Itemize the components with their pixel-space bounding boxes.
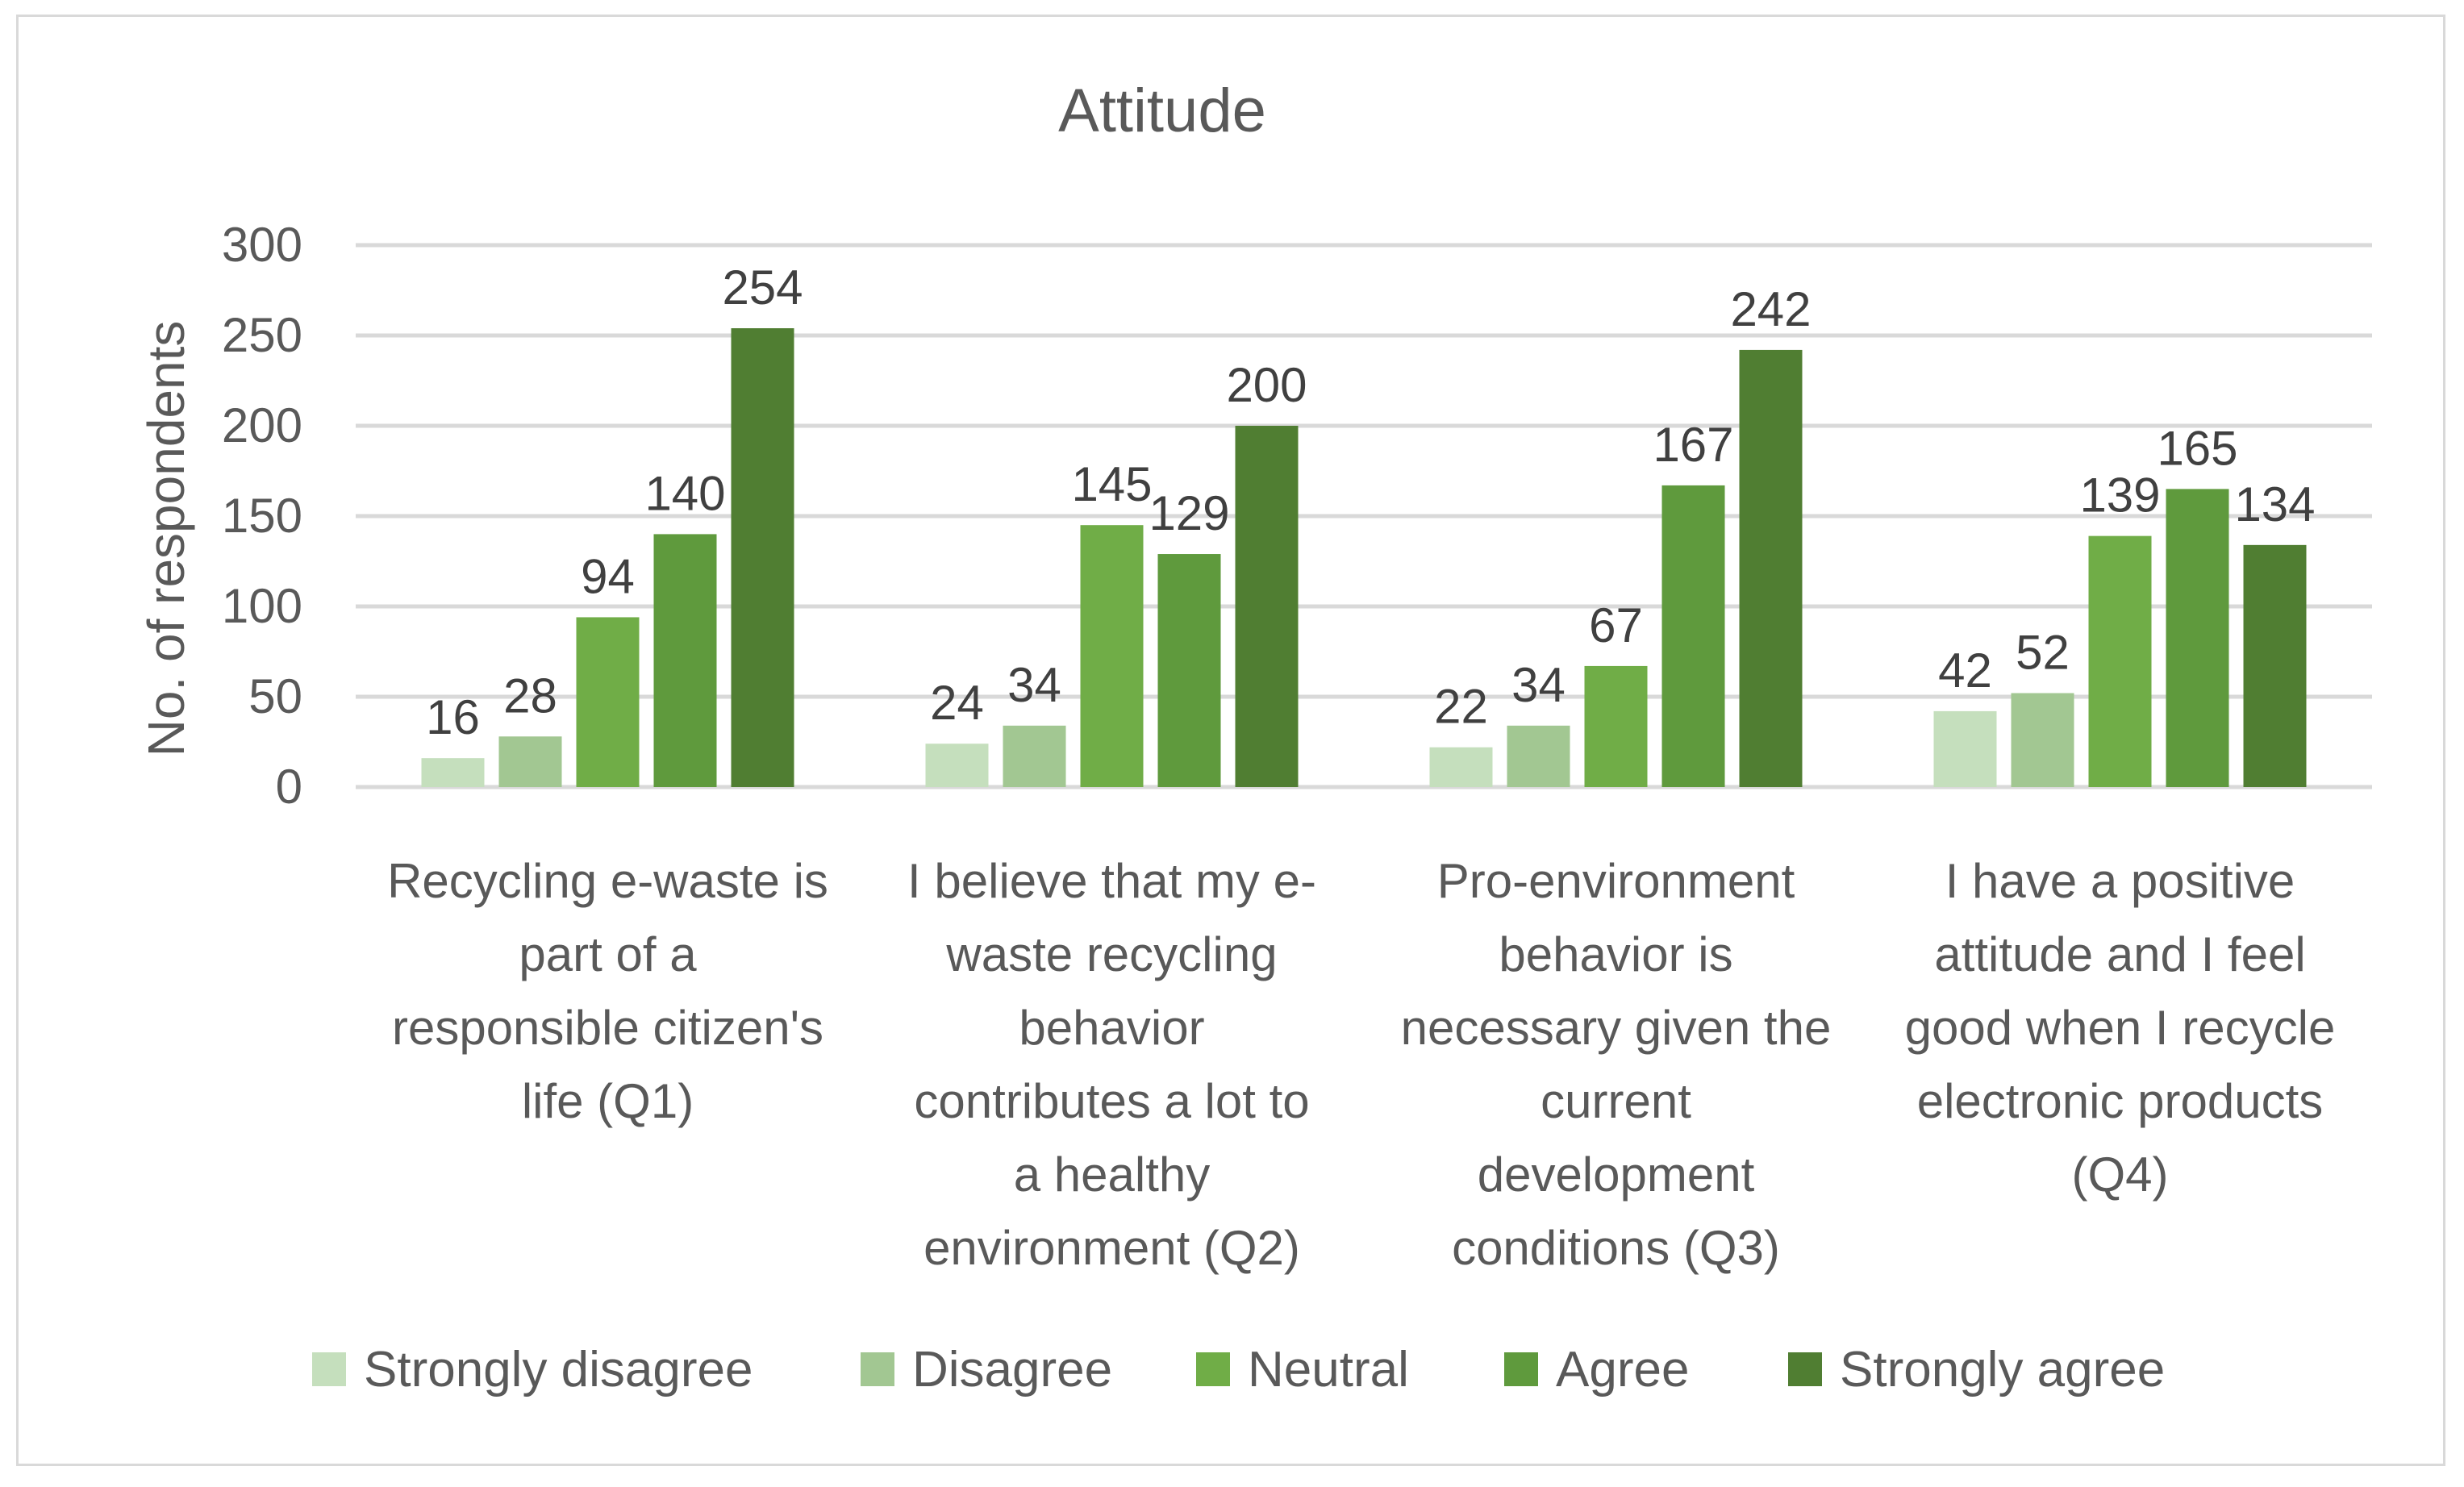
y-tick-label: 50 bbox=[248, 669, 302, 723]
data-label: 140 bbox=[644, 466, 725, 520]
legend-swatch bbox=[1504, 1352, 1538, 1386]
y-tick-label: 0 bbox=[276, 760, 302, 814]
data-labels: 16 24 22 42 28 34 34 52 94 145 67 139 140 129 167 165 25… bbox=[426, 260, 2315, 744]
category-label: I have a positive attitude and I feel good… bbox=[1905, 854, 2336, 1202]
legend-swatch bbox=[861, 1352, 894, 1386]
bar bbox=[731, 328, 794, 787]
bar bbox=[925, 744, 989, 787]
chart-frame: Attitude 0 50 100 150 200 250 300 No. of respo… bbox=[16, 15, 2445, 1466]
legend-label: Neutral bbox=[1248, 1342, 1409, 1397]
data-label: 200 bbox=[1226, 358, 1307, 412]
bar bbox=[1235, 426, 1299, 787]
category-label: I believe that my e-waste recycling behav… bbox=[907, 854, 1316, 1275]
category-labels: Recycling e-waste is part of a responsible… bbox=[387, 854, 2335, 1275]
y-tick-label: 150 bbox=[222, 489, 302, 543]
data-label: 16 bbox=[426, 690, 480, 744]
legend-swatch bbox=[312, 1352, 346, 1386]
y-tick-label: 250 bbox=[222, 308, 302, 362]
data-label: 254 bbox=[722, 260, 803, 314]
data-label: 52 bbox=[2016, 626, 2070, 680]
category-label: Recycling e-waste is part of a responsible… bbox=[387, 854, 828, 1128]
bar bbox=[2243, 544, 2307, 787]
legend-label: Strongly disagree bbox=[364, 1342, 753, 1397]
data-label: 145 bbox=[1071, 457, 1152, 511]
data-label: 167 bbox=[1653, 418, 1733, 472]
bar bbox=[1739, 349, 1803, 787]
legend-label: Strongly agree bbox=[1840, 1342, 2165, 1397]
legend-label: Disagree bbox=[912, 1342, 1112, 1397]
y-tick-label: 100 bbox=[222, 579, 302, 633]
data-label: 67 bbox=[1589, 598, 1643, 652]
bar bbox=[1661, 485, 1725, 787]
data-label: 94 bbox=[581, 549, 635, 603]
bar bbox=[653, 534, 717, 787]
bar bbox=[1933, 710, 1997, 787]
bar bbox=[1584, 665, 1648, 787]
bar bbox=[2011, 693, 2074, 787]
data-label: 165 bbox=[2157, 421, 2237, 475]
data-label: 42 bbox=[1938, 644, 1992, 698]
data-label: 24 bbox=[930, 676, 984, 730]
bar bbox=[1003, 725, 1066, 787]
y-tick-label: 200 bbox=[222, 398, 302, 452]
category-label: Pro-environment behavior is necessary give… bbox=[1401, 854, 1832, 1275]
data-label: 34 bbox=[1007, 658, 1061, 712]
legend-label: Agree bbox=[1556, 1342, 1689, 1397]
legend-swatch bbox=[1788, 1352, 1822, 1386]
bar bbox=[1429, 747, 1493, 787]
y-axis-ticks: 0 50 100 150 200 250 300 bbox=[222, 218, 302, 814]
bar bbox=[1080, 525, 1144, 787]
legend: Strongly disagree Disagree Neutral Agree Str… bbox=[312, 1342, 2165, 1397]
bar bbox=[2088, 535, 2152, 787]
bars bbox=[421, 328, 2307, 787]
bar bbox=[421, 758, 485, 787]
data-label: 28 bbox=[503, 669, 557, 723]
bar bbox=[576, 617, 640, 787]
chart-title: Attitude bbox=[1058, 77, 1266, 145]
chart-svg: Attitude 0 50 100 150 200 250 300 No. of respo… bbox=[137, 77, 2372, 1397]
bar bbox=[1157, 554, 1221, 787]
data-label: 139 bbox=[2079, 469, 2160, 523]
data-label: 22 bbox=[1434, 680, 1488, 734]
bar bbox=[498, 736, 562, 787]
bar bbox=[1507, 725, 1570, 787]
y-axis-label: No. of respondents bbox=[137, 321, 195, 757]
data-label: 129 bbox=[1149, 486, 1229, 540]
data-label: 242 bbox=[1730, 282, 1811, 336]
data-label: 134 bbox=[2234, 477, 2315, 531]
bar bbox=[2166, 489, 2229, 787]
data-label: 34 bbox=[1511, 658, 1566, 712]
legend-swatch bbox=[1196, 1352, 1230, 1386]
y-tick-label: 300 bbox=[222, 218, 302, 272]
